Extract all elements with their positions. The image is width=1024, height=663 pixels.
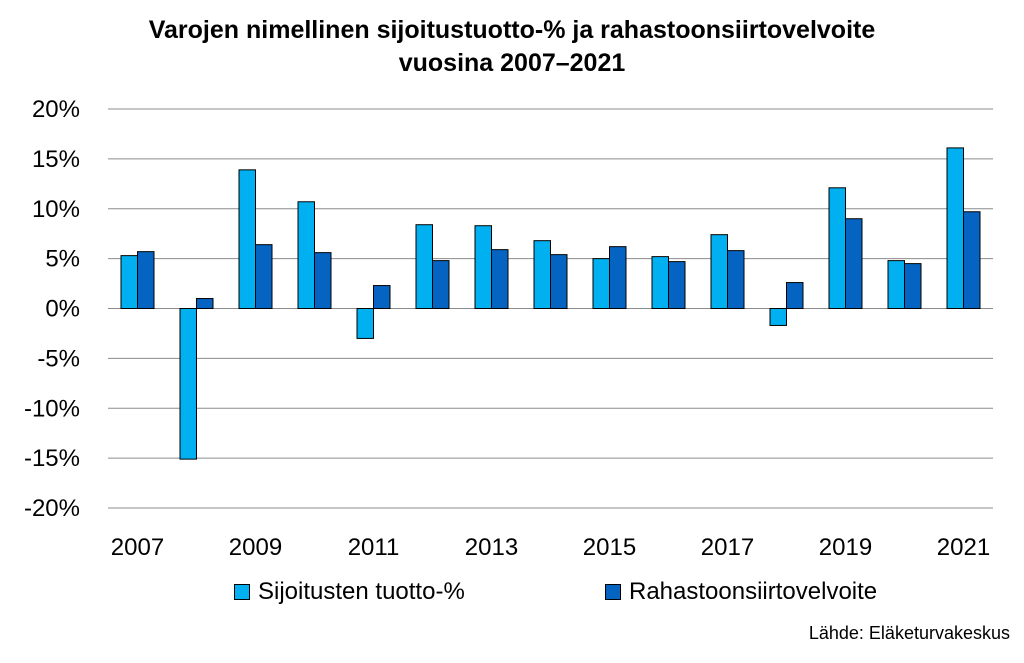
x-tick-label: 2021: [937, 534, 990, 561]
bar-series-2-2019: [845, 218, 863, 310]
legend-swatch-series-2: [605, 584, 621, 600]
y-axis-ticks: 20% 15% 10% 5% 0% -5% -10% -15% -20%: [24, 96, 80, 522]
legend-item-series-1: Sijoitusten tuotto-%: [234, 578, 465, 606]
bar-series-2-2016: [668, 261, 686, 309]
bar-series-1-2007: [120, 255, 138, 310]
source-note: Lähde: Eläketurvakeskus: [808, 623, 1010, 643]
bar-series-2-2011: [373, 285, 391, 309]
bars: [120, 147, 981, 460]
bar-series-1-2012: [415, 224, 433, 310]
legend-item-series-2: Rahastoonsiirtovelvoite: [605, 578, 877, 606]
chart-title: Varojen nimellinen sijoitustuotto-% ja r…: [0, 14, 1024, 80]
bar-series-2-2009: [255, 244, 273, 310]
bar-series-1-2010: [297, 201, 315, 309]
legend-label-series-1: Sijoitusten tuotto-%: [258, 578, 465, 605]
x-tick-label: 2011: [348, 534, 400, 561]
x-tick-label: 2015: [583, 534, 636, 561]
x-axis-ticks: 2007 2009 2011 2013 2015 2017 2019 2021: [111, 534, 990, 561]
x-tick-label: 2019: [819, 534, 872, 561]
bar-series-1-2014: [533, 240, 551, 309]
x-tick-label: 2017: [701, 534, 754, 561]
chart-title-line-2: vuosina 2007–2021: [398, 49, 626, 77]
bar-series-2-2010: [314, 252, 332, 309]
bar-series-1-2016: [651, 256, 669, 310]
bar-series-1-2013: [474, 225, 492, 310]
y-tick-label: -15%: [24, 445, 80, 472]
chart-title-line-1: Varojen nimellinen sijoitustuotto-% ja r…: [148, 16, 876, 44]
bar-series-1-2019: [828, 187, 846, 310]
bar-series-1-2021: [946, 147, 964, 309]
y-tick-label: 15%: [32, 146, 80, 173]
legend-swatch-series-1: [234, 584, 250, 600]
legend-label-series-2: Rahastoonsiirtovelvoite: [629, 578, 878, 605]
bar-series-2-2008: [196, 298, 214, 309]
y-tick-label: 0%: [45, 296, 80, 323]
bar-series-1-2020: [887, 260, 905, 309]
y-tick-label: 5%: [45, 246, 80, 273]
bar-series-2-2017: [727, 250, 745, 310]
bar-series-2-2014: [550, 254, 568, 309]
y-tick-label: 20%: [32, 96, 80, 123]
bar-series-1-2008: [179, 308, 197, 460]
bar-series-2-2013: [491, 249, 509, 310]
y-tick-label: -20%: [24, 495, 80, 522]
bar-series-2-2020: [904, 263, 922, 309]
bar-series-1-2017: [710, 234, 728, 309]
y-tick-label: 10%: [32, 196, 80, 223]
bar-series-2-2018: [786, 282, 804, 310]
bar-series-2-2021: [963, 211, 981, 309]
bar-series-1-2018: [769, 308, 787, 326]
bar-series-1-2011: [356, 308, 374, 339]
bar-series-1-2015: [592, 258, 610, 309]
x-tick-label: 2007: [111, 534, 164, 561]
y-tick-label: -10%: [24, 395, 80, 422]
bar-series-2-2007: [137, 251, 155, 309]
bar-series-1-2009: [238, 169, 256, 309]
x-tick-label: 2013: [465, 534, 518, 561]
x-tick-label: 2009: [229, 534, 282, 561]
bar-series-2-2012: [432, 260, 450, 309]
bar-series-2-2015: [609, 246, 627, 309]
y-tick-label: -5%: [37, 345, 80, 372]
